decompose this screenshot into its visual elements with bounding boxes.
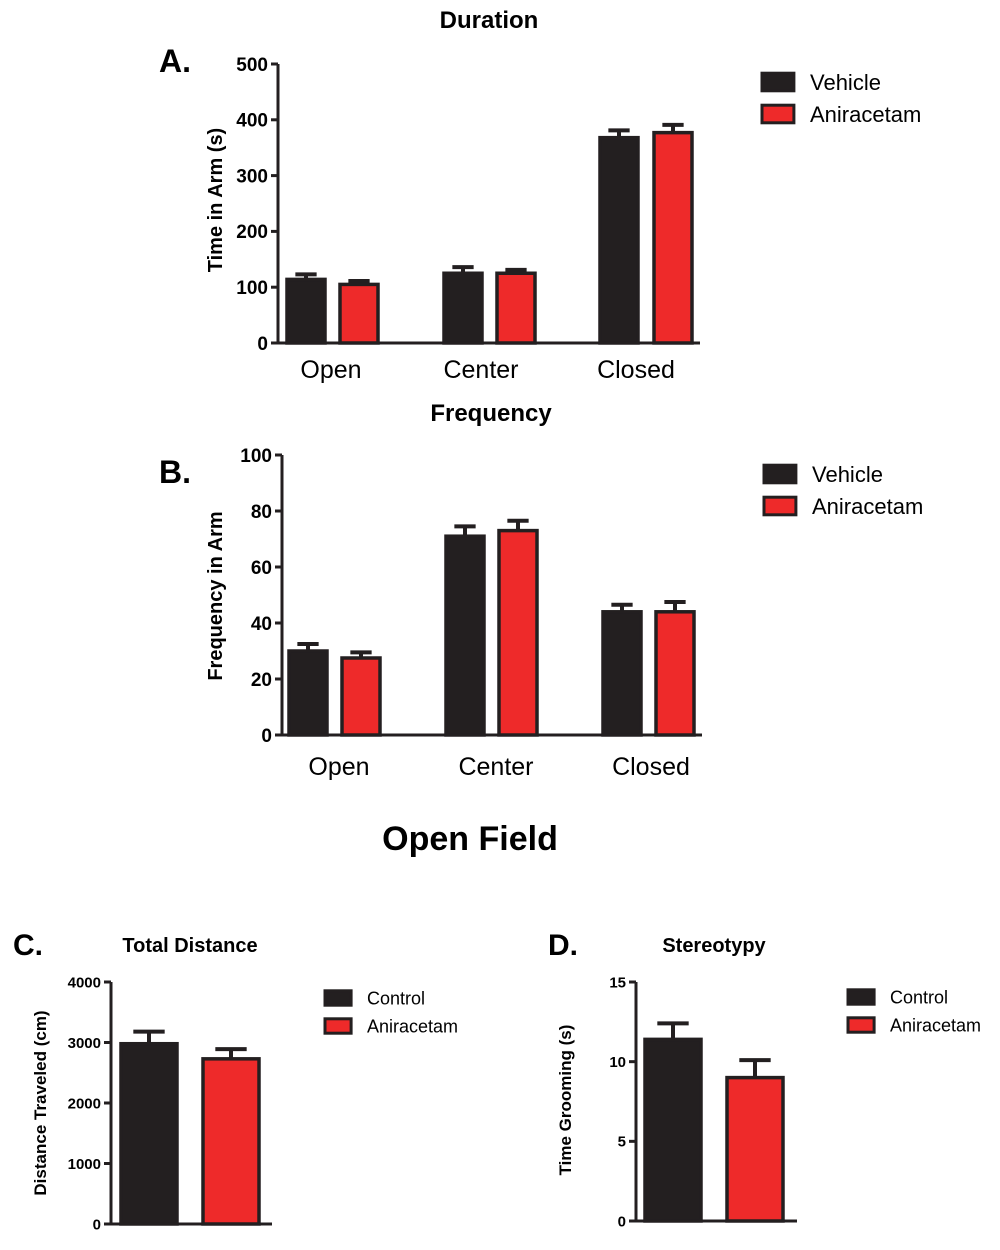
bar-aniracetam (497, 528, 539, 737)
y-axis-label: Time in Arm (s) (205, 128, 227, 272)
legend-label: Vehicle (810, 70, 881, 95)
chart-title: Duration (440, 7, 539, 34)
x-tick-label: Closed (612, 753, 690, 781)
legend: Control Aniracetam (323, 988, 458, 1036)
y-tick-label: 400 (236, 111, 268, 132)
legend-swatch (323, 989, 353, 1007)
bar-control (643, 1037, 703, 1223)
panel-label: B. (159, 454, 191, 490)
y-tick-label: 2000 (68, 1095, 101, 1112)
panel-b: B. Frequency Frequency in Arm 0 20 40 60 80 100 O… (159, 400, 923, 781)
bar-aniracetam (495, 271, 537, 345)
chart-title: Frequency (430, 400, 552, 427)
x-tick-label: Center (458, 753, 533, 781)
bar-aniracetam (725, 1075, 785, 1223)
y-tick-label: 0 (257, 334, 268, 355)
panel-d: D. Stereotypy Time Grooming (s) 0 5 10 15 Contr… (548, 929, 981, 1230)
x-tick-label: Open (300, 356, 361, 384)
legend-label: Aniracetam (812, 494, 923, 519)
y-tick-label: 20 (251, 670, 272, 691)
y-tick-label: 200 (236, 222, 268, 243)
y-tick-label: 5 (618, 1134, 626, 1151)
legend: Vehicle Aniracetam (760, 70, 921, 127)
bar-control (119, 1041, 179, 1226)
panel-label: A. (159, 43, 191, 79)
section-title: Open Field (382, 820, 558, 858)
y-tick-label: 80 (251, 502, 272, 523)
y-tick-label: 60 (251, 558, 272, 579)
bar-aniracetam (652, 130, 694, 345)
y-tick-label: 500 (236, 55, 268, 76)
y-tick-label: 10 (609, 1054, 626, 1071)
legend-label: Vehicle (812, 462, 883, 487)
panel-c: C. Total Distance Distance Traveled (cm) 0 1… (13, 929, 458, 1233)
bar-vehicle (285, 277, 327, 345)
panel-a: A. Duration Time in Arm (s) 0 100 200 300 400 50… (159, 7, 921, 384)
y-tick-label: 15 (609, 974, 626, 991)
y-axis-label: Frequency in Arm (205, 511, 227, 680)
x-tick-label: Closed (597, 356, 675, 384)
legend: Control Aniracetam (846, 987, 981, 1035)
legend-label: Control (367, 988, 425, 1008)
legend-label: Aniracetam (367, 1016, 458, 1036)
y-tick-label: 40 (251, 614, 272, 635)
chart-title: Total Distance (122, 935, 257, 957)
y-tick-label: 4000 (68, 974, 101, 991)
bar-aniracetam (201, 1057, 261, 1226)
bar-vehicle (287, 649, 329, 737)
y-tick-label: 1000 (68, 1156, 101, 1173)
chart-title: Stereotypy (662, 935, 766, 957)
bar-vehicle (601, 610, 643, 737)
bar-aniracetam (654, 610, 696, 737)
y-axis-label: Time Grooming (s) (556, 1025, 575, 1176)
x-tick-label: Center (443, 356, 518, 384)
legend-swatch (846, 988, 876, 1006)
y-tick-label: 300 (236, 166, 268, 187)
legend-label: Aniracetam (890, 1015, 981, 1035)
legend-swatch (762, 495, 798, 517)
bar-vehicle (444, 534, 486, 737)
panel-label: D. (548, 929, 578, 962)
legend-label: Aniracetam (810, 102, 921, 127)
y-tick-label: 0 (618, 1213, 626, 1230)
legend-label: Control (890, 987, 948, 1007)
bar-vehicle (598, 135, 640, 345)
legend-swatch (760, 103, 796, 125)
y-axis-label: Distance Traveled (cm) (31, 1010, 50, 1195)
bar-vehicle (442, 271, 484, 345)
x-tick-label: Open (308, 753, 369, 781)
bar-aniracetam (338, 282, 380, 345)
y-tick-label: 100 (240, 446, 272, 467)
legend-swatch (323, 1017, 353, 1035)
legend-swatch (762, 463, 798, 485)
bar-aniracetam (340, 656, 382, 737)
y-tick-label: 0 (93, 1216, 101, 1233)
y-tick-label: 100 (236, 278, 268, 299)
y-tick-label: 0 (261, 726, 272, 747)
legend-swatch (760, 71, 796, 93)
legend-swatch (846, 1016, 876, 1034)
y-tick-label: 3000 (68, 1035, 101, 1052)
legend: Vehicle Aniracetam (762, 462, 923, 519)
panel-label: C. (13, 929, 43, 962)
